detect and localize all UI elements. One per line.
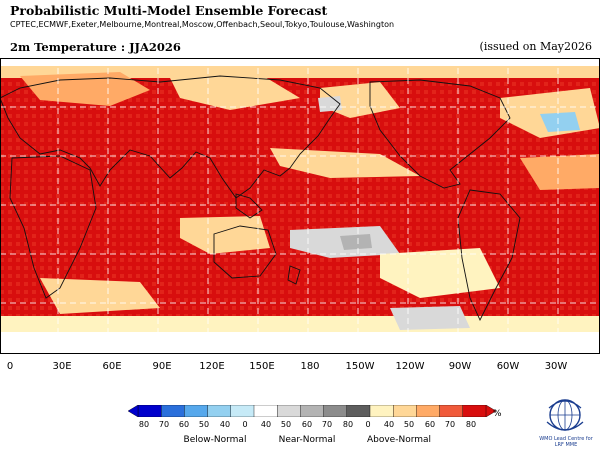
- lon-label: 120E: [199, 361, 225, 372]
- colorbar-tick: 40: [383, 420, 395, 429]
- lon-label: 150E: [249, 361, 275, 372]
- colorbar-tick: 40: [219, 420, 231, 429]
- colorbar-tick: 70: [158, 420, 170, 429]
- colorbar-tick: 50: [403, 420, 415, 429]
- south-indian-patch: [40, 278, 160, 314]
- colorbar-tick: 50: [280, 420, 292, 429]
- category-above-normal: Above-Normal: [366, 435, 432, 445]
- forecast-map: [0, 58, 600, 354]
- colorbar-segment: [184, 405, 209, 417]
- pacific-near-patch: [318, 96, 342, 112]
- colorbar-segment: [462, 405, 487, 417]
- logo-caption-line1: WMO Lead Centre for: [539, 436, 593, 442]
- colorbar-segment: [230, 405, 255, 417]
- colorbar-extend-low: [128, 405, 139, 417]
- colorbar-segment: [323, 405, 348, 417]
- tropical-atlantic-patch: [520, 154, 600, 190]
- issue-date: (issued on May2026: [479, 40, 592, 53]
- colorbar-tick: 60: [424, 420, 436, 429]
- colorbar-segment: [276, 405, 301, 417]
- atlantic-below-patch: [540, 112, 580, 132]
- colorbar-tick: 80: [342, 420, 354, 429]
- lon-label: 30W: [544, 361, 568, 372]
- chart-subtitle: 2m Temperature : JJA2026: [10, 40, 181, 54]
- lon-label: 0: [6, 361, 14, 372]
- lon-label: 90E: [152, 361, 172, 372]
- south-pacific-near-core: [340, 234, 372, 250]
- colorbar-tick: 40: [260, 420, 272, 429]
- colorbar-tick: 60: [301, 420, 313, 429]
- colorbar-tick: 70: [444, 420, 456, 429]
- colorbar: [128, 405, 496, 417]
- coastlines: [0, 75, 521, 322]
- graticule: [0, 58, 600, 354]
- colorbar-segment: [300, 405, 325, 417]
- colorbar-extend-high: [485, 405, 496, 417]
- europe-patch: [20, 72, 150, 106]
- category-near-normal: Near-Normal: [278, 435, 336, 445]
- colorbar-segment: [207, 405, 232, 417]
- southeast-pacific-patch: [380, 248, 500, 298]
- logo-caption-line2: LRF MME: [554, 442, 578, 448]
- colorbar-tick: 0: [365, 420, 371, 429]
- colorbar-segment: [137, 405, 162, 417]
- chart-title: Probabilistic Multi-Model Ensemble Forec…: [10, 3, 328, 18]
- colorbar-tick: 80: [138, 420, 150, 429]
- southern-near-patch: [390, 306, 470, 330]
- lon-label: 180: [300, 361, 320, 372]
- siberia-patch: [170, 74, 300, 110]
- lon-label: 150W: [345, 361, 375, 372]
- lon-label: 60W: [496, 361, 520, 372]
- colorbar-segment: [346, 405, 371, 417]
- colorbar-tick: 50: [198, 420, 210, 429]
- category-below-normal: Below-Normal: [183, 435, 247, 445]
- logo-caption: WMO Lead Centre for LRF MME: [535, 436, 597, 448]
- colorbar-tick: 80: [465, 420, 477, 429]
- colorbar-segment: [253, 405, 278, 417]
- colorbar-tick: 70: [321, 420, 333, 429]
- arctic-weak-band: [0, 66, 600, 78]
- colorbar-segment: [439, 405, 464, 417]
- colorbar-tick: 60: [178, 420, 190, 429]
- lon-label: 60E: [102, 361, 122, 372]
- colorbar-segment: [161, 405, 185, 417]
- colorbar-segment: [369, 405, 394, 417]
- wmo-logo-icon: [546, 399, 584, 431]
- lon-label: 30E: [52, 361, 72, 372]
- colorbar-segment: [393, 405, 417, 417]
- contributing-centres: CPTEC,ECMWF,Exeter,Melbourne,Montreal,Mo…: [10, 20, 395, 29]
- lon-label: 120W: [395, 361, 425, 372]
- lon-label: 90W: [448, 361, 472, 372]
- colorbar-tick: 0: [242, 420, 248, 429]
- antarctic-region: [0, 332, 600, 354]
- colorbar-segment: [416, 405, 441, 417]
- indian-ocean-patch: [180, 216, 270, 254]
- colorbar-unit: %: [493, 409, 502, 419]
